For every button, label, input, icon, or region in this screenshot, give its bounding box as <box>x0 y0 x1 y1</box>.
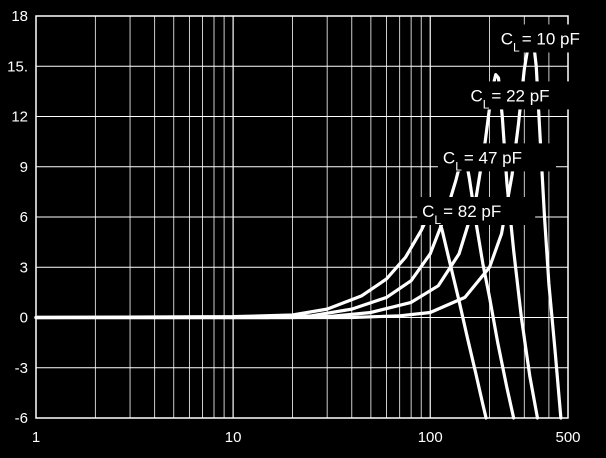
series-label-background <box>437 143 556 172</box>
y-tick-label: 9 <box>20 159 28 176</box>
series-label: CL = 47 pF <box>443 148 522 173</box>
series-line <box>34 73 540 420</box>
series-label: CL = 82 pF <box>422 202 501 227</box>
x-tick-label: 100 <box>418 429 443 446</box>
series-label-background <box>495 24 606 53</box>
series-label: CL = 22 pF <box>470 86 549 111</box>
series-label-background <box>465 81 584 110</box>
series-labels: CL = 10 pF CL = 22 pF CL = 47 pF CL = 82 pF <box>417 24 606 227</box>
series-label: CL = 10 pF <box>501 29 580 54</box>
y-tick-label: 18 <box>11 8 28 25</box>
x-tick-label: 1 <box>32 429 40 446</box>
y-tick-label: 6 <box>20 209 28 226</box>
y-tick-label: -6 <box>15 410 28 427</box>
plot-frame <box>35 15 569 419</box>
y-tick-label: 15. <box>7 58 28 75</box>
y-tick-label: -3 <box>15 360 28 377</box>
series-label-background <box>417 197 536 225</box>
series-line <box>34 31 563 420</box>
x-tick-label: 500 <box>555 429 580 446</box>
tick-labels: 18 15. 12 9 6 3 0 -3 -61 10 100 500 <box>7 8 580 446</box>
y-tick-label: 0 <box>20 310 28 327</box>
y-tick-label: 3 <box>20 259 28 276</box>
x-tick-label: 10 <box>225 429 242 446</box>
y-tick-label: 12 <box>11 109 28 126</box>
